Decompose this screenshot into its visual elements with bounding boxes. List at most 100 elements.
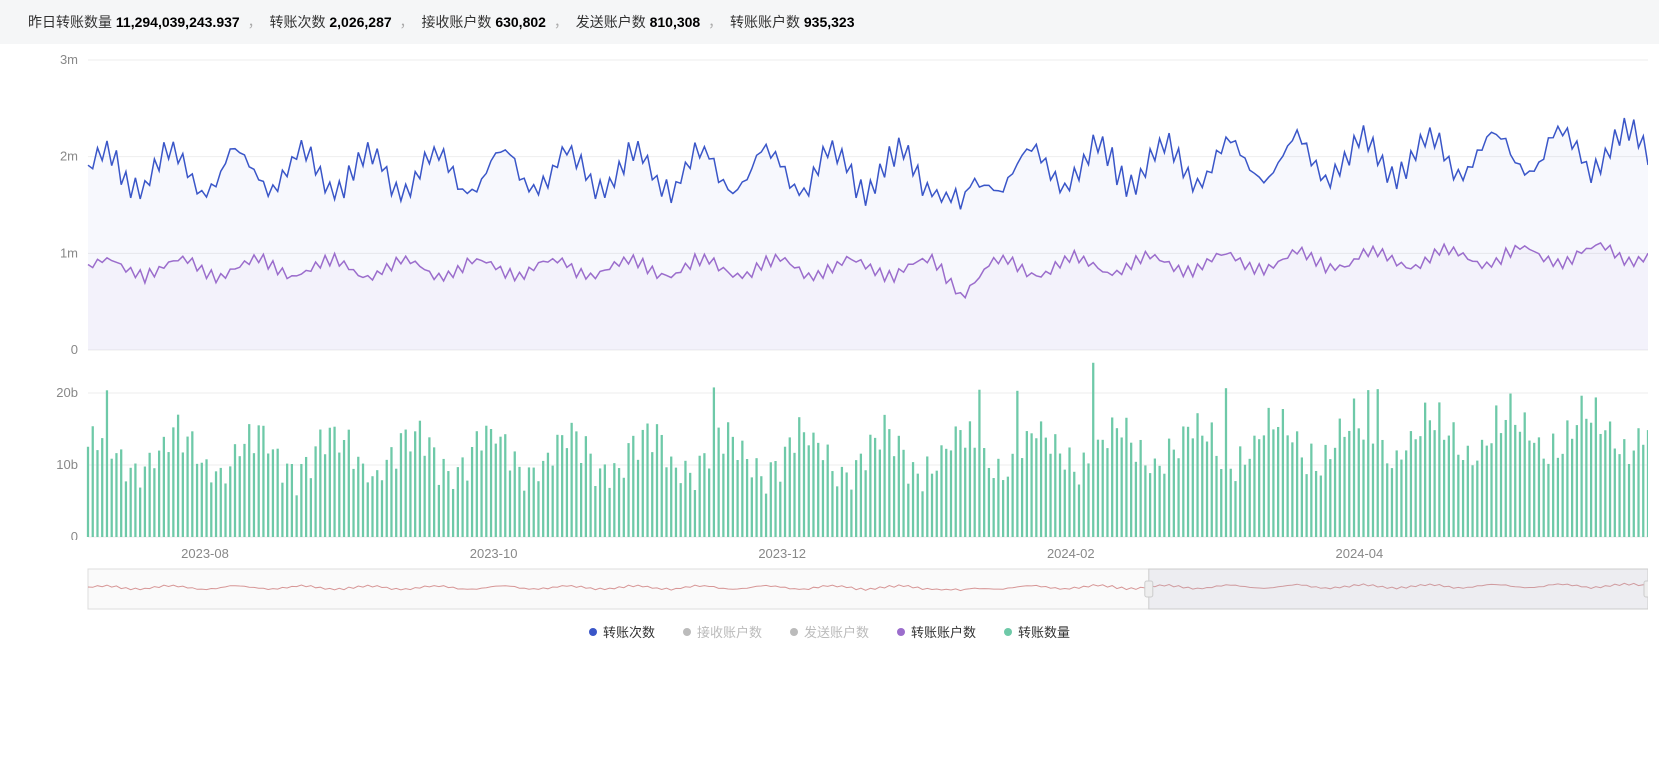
volume-bar[interactable]: [561, 435, 563, 537]
volume-bar[interactable]: [580, 463, 582, 537]
volume-bar[interactable]: [936, 471, 938, 537]
volume-bar[interactable]: [656, 424, 658, 537]
volume-bar[interactable]: [1580, 396, 1582, 537]
range-selection[interactable]: [1149, 569, 1648, 609]
volume-bar[interactable]: [1372, 444, 1374, 537]
volume-bar[interactable]: [1637, 428, 1639, 537]
volume-bar[interactable]: [201, 463, 203, 537]
volume-bar[interactable]: [1438, 402, 1440, 537]
volume-bar[interactable]: [1585, 419, 1587, 537]
volume-bar[interactable]: [1614, 449, 1616, 537]
volume-bar[interactable]: [272, 449, 274, 537]
volume-bar[interactable]: [978, 390, 980, 537]
volume-bar[interactable]: [239, 456, 241, 537]
volume-bar[interactable]: [552, 466, 554, 537]
volume-bar[interactable]: [1405, 450, 1407, 537]
volume-bar[interactable]: [921, 491, 923, 537]
volume-bar[interactable]: [490, 429, 492, 537]
volume-bar[interactable]: [400, 433, 402, 537]
volume-bar[interactable]: [1163, 474, 1165, 537]
volume-bar[interactable]: [130, 468, 132, 537]
volume-bar[interactable]: [267, 453, 269, 537]
volume-bar[interactable]: [746, 459, 748, 537]
volume-bar[interactable]: [779, 482, 781, 537]
volume-bar[interactable]: [1054, 434, 1056, 537]
legend-item[interactable]: 转账数量: [1004, 622, 1070, 641]
volume-bar[interactable]: [518, 467, 520, 537]
volume-bar[interactable]: [988, 468, 990, 537]
volume-bar[interactable]: [1647, 430, 1648, 537]
volume-bar[interactable]: [618, 468, 620, 537]
volume-bar[interactable]: [295, 495, 297, 537]
volume-bar[interactable]: [1443, 440, 1445, 537]
volume-bar[interactable]: [855, 460, 857, 537]
volume-bar[interactable]: [774, 461, 776, 537]
volume-bar[interactable]: [765, 494, 767, 537]
range-handle-left[interactable]: [1145, 581, 1153, 597]
volume-bar[interactable]: [1154, 459, 1156, 537]
line-chart-top[interactable]: 01m2m3m: [48, 54, 1648, 354]
volume-bar[interactable]: [281, 483, 283, 537]
volume-bar[interactable]: [509, 471, 511, 537]
volume-bar[interactable]: [433, 447, 435, 537]
volume-bar[interactable]: [798, 417, 800, 537]
volume-bar[interactable]: [1234, 481, 1236, 537]
volume-bar[interactable]: [874, 438, 876, 537]
volume-bar[interactable]: [381, 480, 383, 537]
volume-bar[interactable]: [186, 437, 188, 537]
volume-bar[interactable]: [1206, 442, 1208, 537]
volume-bar[interactable]: [92, 426, 94, 537]
volume-bar[interactable]: [149, 453, 151, 537]
volume-bar[interactable]: [751, 477, 753, 537]
volume-bar[interactable]: [262, 426, 264, 537]
volume-bar[interactable]: [125, 481, 127, 537]
volume-bar[interactable]: [504, 434, 506, 537]
volume-bar[interactable]: [1519, 432, 1521, 537]
volume-bar[interactable]: [167, 452, 169, 537]
volume-bar[interactable]: [224, 483, 226, 537]
volume-bar[interactable]: [940, 445, 942, 537]
volume-bar[interactable]: [191, 431, 193, 537]
volume-bar[interactable]: [969, 421, 971, 537]
volume-bar[interactable]: [1144, 465, 1146, 537]
volume-bar[interactable]: [623, 478, 625, 537]
volume-bar[interactable]: [329, 428, 331, 537]
volume-bar[interactable]: [1400, 460, 1402, 537]
volume-bar[interactable]: [1329, 459, 1331, 537]
volume-bar[interactable]: [485, 426, 487, 537]
volume-bar[interactable]: [120, 449, 122, 537]
volume-bar[interactable]: [523, 491, 525, 537]
volume-bar[interactable]: [898, 436, 900, 537]
volume-bar[interactable]: [694, 490, 696, 537]
volume-bar[interactable]: [1514, 425, 1516, 537]
volume-bar[interactable]: [1310, 444, 1312, 537]
volume-bar[interactable]: [1016, 391, 1018, 537]
volume-bar[interactable]: [1092, 363, 1094, 537]
volume-bar[interactable]: [613, 463, 615, 537]
volume-bar[interactable]: [888, 429, 890, 537]
volume-bar[interactable]: [537, 481, 539, 537]
volume-bar[interactable]: [134, 464, 136, 537]
volume-bar[interactable]: [736, 460, 738, 537]
volume-bar[interactable]: [836, 486, 838, 537]
volume-bar[interactable]: [964, 448, 966, 537]
volume-bar[interactable]: [1253, 436, 1255, 537]
volume-bar[interactable]: [1353, 399, 1355, 537]
volume-bar[interactable]: [993, 478, 995, 537]
volume-bar[interactable]: [817, 443, 819, 537]
volume-bar[interactable]: [1244, 465, 1246, 537]
volume-bar[interactable]: [215, 471, 217, 537]
volume-bar[interactable]: [409, 451, 411, 537]
volume-bar[interactable]: [1424, 403, 1426, 537]
volume-bar[interactable]: [1552, 434, 1554, 537]
volume-bar[interactable]: [96, 450, 98, 537]
volume-bar[interactable]: [575, 431, 577, 537]
volume-bar[interactable]: [1239, 446, 1241, 537]
volume-bar[interactable]: [452, 489, 454, 537]
volume-bar[interactable]: [1201, 436, 1203, 537]
volume-bar[interactable]: [495, 444, 497, 537]
volume-bar[interactable]: [1358, 428, 1360, 537]
volume-bar[interactable]: [1433, 430, 1435, 537]
volume-bar[interactable]: [390, 447, 392, 537]
volume-bar[interactable]: [959, 430, 961, 537]
